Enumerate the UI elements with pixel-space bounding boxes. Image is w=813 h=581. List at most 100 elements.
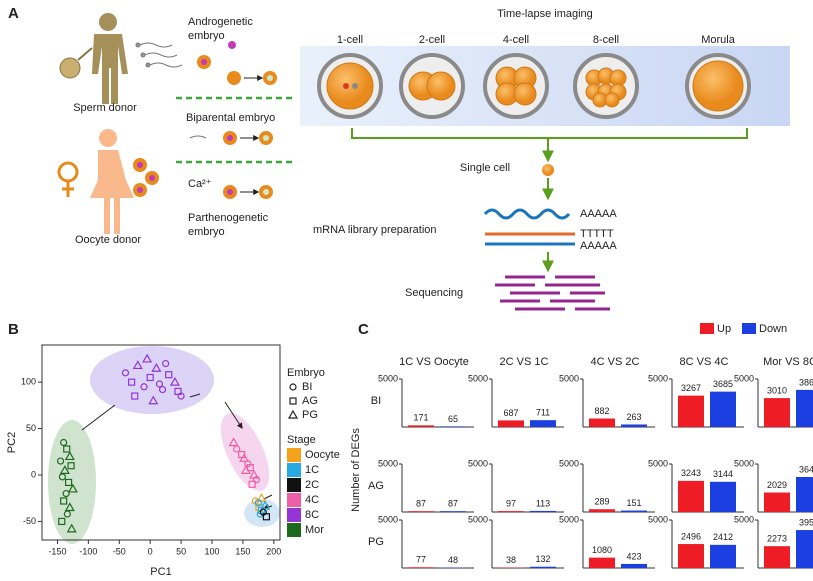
- x-tick-label: 100: [204, 546, 219, 556]
- point: [158, 385, 167, 394]
- bar: [589, 557, 615, 568]
- legend-label: BI: [302, 381, 312, 393]
- label: Single cell: [460, 162, 510, 174]
- bar: [678, 480, 704, 512]
- value-label: 2496: [681, 531, 701, 541]
- y-tick-label: 5000: [559, 514, 579, 524]
- value-label: 87: [416, 499, 426, 509]
- bar: [710, 544, 736, 568]
- bar: [678, 544, 704, 568]
- column-title: 2C VS 1C: [500, 356, 549, 368]
- point: [233, 445, 241, 453]
- value-label: 132: [535, 554, 550, 564]
- x-tick-label: 50: [176, 546, 186, 556]
- y-axis-label: PC2: [6, 432, 18, 453]
- label: Oocyte donor: [75, 234, 141, 246]
- legend-label: 4C: [305, 494, 319, 506]
- value-label: 171: [413, 413, 428, 423]
- label: AAAAA: [580, 240, 617, 252]
- legend-marker: [287, 409, 299, 419]
- point: [151, 363, 162, 372]
- label: embryo: [188, 226, 225, 238]
- point: [169, 376, 180, 386]
- y-tick-label: 5000: [734, 373, 754, 383]
- value-label: 687: [503, 408, 518, 418]
- legend-swatch: [287, 493, 301, 507]
- bar: [710, 391, 736, 427]
- point: [146, 373, 154, 382]
- y-tick-label: 5000: [648, 514, 668, 524]
- bar: [498, 420, 524, 427]
- bracket: [351, 128, 748, 160]
- stage-label: 2-cell: [419, 34, 445, 46]
- point: [142, 353, 153, 363]
- bar: [764, 546, 790, 568]
- point: [148, 395, 159, 405]
- legend-label: 2C: [305, 479, 319, 491]
- value-label: 3267: [681, 383, 701, 393]
- row-label: PG: [368, 536, 384, 548]
- legend-marker: [289, 383, 297, 391]
- label: Ca²⁺: [188, 178, 212, 190]
- x-tick-label: -100: [79, 546, 97, 556]
- blastomere: [326, 62, 374, 110]
- legend-swatch: [742, 323, 756, 334]
- legend-label: AG: [302, 395, 318, 407]
- bar: [530, 510, 556, 512]
- point: [59, 465, 70, 474]
- stage-label: 1-cell: [337, 34, 363, 46]
- label: mRNA library preparation: [313, 224, 437, 236]
- bar: [589, 418, 615, 427]
- point: [252, 476, 261, 484]
- legend-label: Oocyte: [305, 449, 340, 461]
- y-tick-label: 5000: [468, 458, 488, 468]
- blastomere: [513, 82, 537, 106]
- bar: [408, 567, 434, 568]
- bar: [530, 420, 556, 427]
- bar: [796, 476, 813, 512]
- pronucleus: [352, 83, 358, 89]
- x-tick-label: -150: [48, 546, 66, 556]
- bar: [408, 425, 434, 427]
- embryo-schematic: [176, 41, 295, 199]
- point: [248, 480, 256, 488]
- point: [240, 465, 252, 474]
- value-label: 263: [626, 412, 641, 422]
- x-tick-label: -50: [113, 546, 126, 556]
- y-tick-label: 5000: [734, 514, 754, 524]
- column-title: 1C VS Oocyte: [399, 356, 469, 368]
- point: [155, 380, 164, 388]
- point: [162, 359, 170, 368]
- bar: [530, 566, 556, 568]
- bar-grid: Up Down Number of DEGs 1C VS Oocyte 2C VS 1C…: [350, 323, 813, 569]
- blastomere: [426, 71, 456, 101]
- bar: [621, 563, 647, 568]
- column-title: Mor VS 8C: [763, 356, 813, 368]
- x-axis-label: PC1: [150, 566, 171, 578]
- bar: [589, 509, 615, 512]
- value-label: 151: [626, 498, 641, 508]
- reads: [495, 275, 610, 311]
- scatter-plot: -150 -100 -50 0 50 100 150 200 -50 0 50 100 PC1 PC2 Em…: [6, 344, 340, 578]
- y-tick-label: 0: [31, 469, 36, 479]
- label: AAAAA: [580, 208, 617, 220]
- value-label: 882: [594, 406, 609, 416]
- value-label: 2029: [767, 480, 787, 490]
- legend-swatch: [287, 478, 301, 492]
- mrna: [483, 208, 571, 220]
- bar: [764, 492, 790, 512]
- point: [60, 497, 68, 505]
- label: Time-lapse imaging: [497, 8, 593, 20]
- value-label: 289: [594, 497, 609, 507]
- bar: [796, 389, 813, 427]
- point: [66, 523, 77, 533]
- bar: [621, 424, 647, 427]
- point: [131, 392, 139, 400]
- point: [260, 500, 271, 510]
- point: [254, 499, 262, 507]
- sperm-cells: [135, 42, 183, 68]
- plot-frame: [41, 344, 281, 541]
- label: Sequencing: [405, 287, 463, 299]
- label: Parthenogenetic: [188, 212, 269, 224]
- blastomere: [604, 92, 620, 108]
